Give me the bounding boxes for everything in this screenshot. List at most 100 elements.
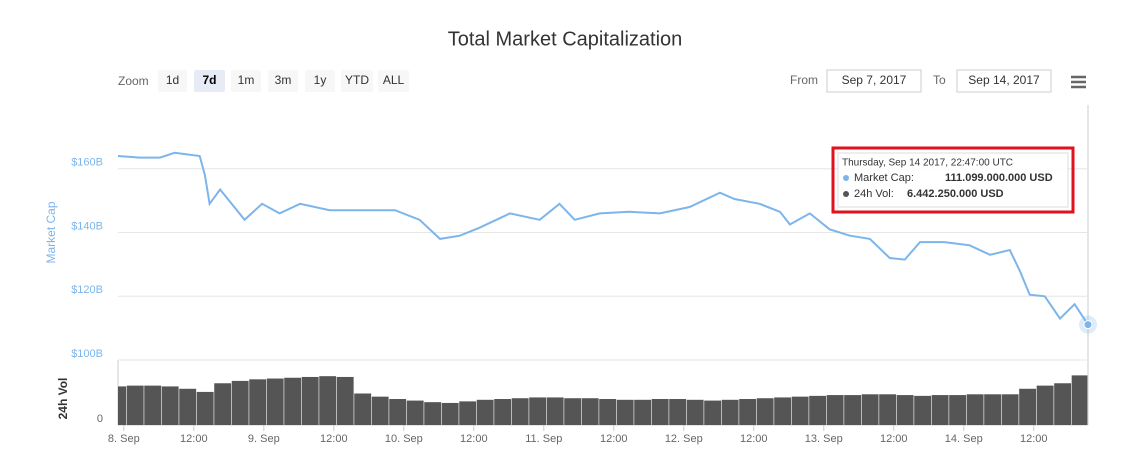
volume-bar (1019, 388, 1037, 425)
from-label: From (790, 73, 818, 87)
volume-bar (774, 397, 792, 425)
x-tick-label: 12:00 (460, 433, 488, 445)
volume-bar (476, 399, 494, 425)
volume-bar (931, 395, 949, 425)
to-input[interactable] (956, 69, 1052, 93)
volume-bar (581, 398, 599, 425)
volume-bar (301, 376, 319, 425)
volume-bar (249, 379, 267, 425)
volume-bar (424, 402, 442, 425)
volume-bar (809, 395, 827, 425)
tooltip-label: Market Cap: (854, 172, 914, 184)
volume-bar (319, 376, 337, 425)
volume-bar (1001, 394, 1019, 425)
x-tick-label: 12:00 (180, 433, 208, 445)
chart-title: Total Market Capitalization (448, 28, 683, 50)
x-tick-label: 12. Sep (665, 433, 703, 445)
volume-bar (1071, 375, 1088, 425)
volume-bar (284, 377, 302, 425)
zoom-label: Zoom (118, 74, 149, 88)
button-bg[interactable] (231, 70, 261, 92)
y-tick-label: $120B (71, 284, 103, 296)
button-bg[interactable] (158, 70, 187, 92)
x-tick-label: 8. Sep (108, 433, 140, 445)
volume-bar (371, 396, 389, 425)
volume-bar (564, 398, 582, 425)
x-tick-label: 12:00 (320, 433, 348, 445)
x-tick-label: 12:00 (880, 433, 908, 445)
volume-bar (336, 376, 354, 425)
volume-bar (546, 397, 564, 425)
volume-bar (651, 399, 669, 425)
from-date[interactable]: Sep 7, 2017 (842, 73, 907, 87)
button-label[interactable]: 7d (202, 73, 216, 87)
tooltip: Thursday, Sep 14 2017, 22:47:00 UTC Mark… (831, 146, 1075, 214)
volume-bar (161, 386, 179, 425)
tooltip-date: Thursday, Sep 14 2017, 22:47:00 UTC (842, 158, 1013, 169)
button-bg[interactable] (194, 70, 225, 92)
y-axis-title: 24h Vol (56, 378, 70, 420)
tooltip-box (837, 152, 1069, 208)
button-bg[interactable] (305, 70, 335, 92)
to-date[interactable]: Sep 14, 2017 (968, 73, 1040, 87)
volume-bar (1054, 383, 1072, 425)
volume-bar (459, 401, 477, 425)
volume-bar (861, 394, 879, 425)
volume-bar (844, 395, 862, 425)
y-tick-label: $100B (71, 348, 103, 360)
to-label: To (933, 73, 946, 87)
x-tick-label: 12:00 (1020, 433, 1048, 445)
menu-button[interactable] (1066, 70, 1092, 94)
x-tick-label: 11. Sep (525, 433, 562, 445)
line (117, 151, 1089, 326)
volume-bar (196, 391, 214, 425)
y-tick-label: $140B (71, 220, 103, 232)
volume-bar (354, 393, 372, 425)
x-tick-label: 10. Sep (385, 433, 423, 445)
volume-bar (721, 399, 739, 425)
volume-bar (126, 385, 144, 425)
range-button[interactable]: 1m (231, 70, 261, 92)
button-label[interactable]: YTD (345, 73, 369, 87)
button-label[interactable]: 1m (238, 73, 255, 87)
range-button[interactable]: YTD (341, 70, 373, 92)
button-bg[interactable] (341, 70, 373, 92)
volume-bar (966, 394, 984, 425)
button-bg[interactable] (378, 70, 409, 92)
volume-bar (214, 383, 232, 425)
volume-bar (389, 399, 407, 425)
x-tick-label: 13. Sep (805, 433, 843, 445)
button-label[interactable]: 3m (275, 73, 292, 87)
button-label[interactable]: 1y (314, 73, 327, 87)
range-button[interactable]: 1d (158, 70, 187, 92)
volume-bar (669, 399, 687, 425)
tooltip-value: 6.442.250.000 USD (907, 188, 1004, 200)
from-input[interactable] (826, 69, 922, 93)
volume-bar (826, 395, 844, 425)
range-button[interactable]: 7d (194, 70, 225, 92)
x-tick-label: 9. Sep (248, 433, 280, 445)
volume-bar (756, 398, 774, 425)
volume-bar (914, 395, 932, 425)
button-label[interactable]: 1d (166, 73, 179, 87)
range-button[interactable]: 3m (268, 70, 298, 92)
volume-bar (494, 399, 512, 425)
x-tick-label: 14. Sep (945, 433, 983, 445)
y-axis-title: Market Cap (44, 201, 58, 263)
volume-bar (511, 398, 529, 425)
tooltip-value: 111.099.000.000 USD (945, 172, 1053, 184)
volume-bar (879, 394, 897, 425)
tooltip-label: 24h Vol: (854, 188, 894, 200)
button-bg[interactable] (268, 70, 298, 92)
volume-bar (704, 400, 722, 425)
volume-bar (118, 386, 127, 425)
volume-bar (441, 402, 459, 425)
volume-bar (144, 385, 162, 425)
volume-bar (739, 399, 757, 425)
button-label[interactable]: ALL (383, 73, 405, 87)
y-tick-label: $160B (71, 157, 103, 169)
range-button[interactable]: 1y (305, 70, 335, 92)
volume-bar (984, 394, 1002, 425)
range-button[interactable]: ALL (378, 70, 409, 92)
